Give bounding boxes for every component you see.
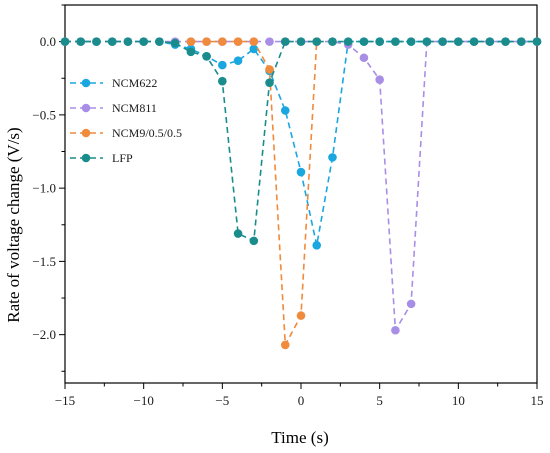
data-point-lfp xyxy=(76,37,86,46)
data-point-ncm811 xyxy=(359,53,369,63)
data-point-lfp xyxy=(516,37,526,46)
legend-label-ncm622: NCM622 xyxy=(112,76,157,90)
data-point-ncm9-0-5-0-5 xyxy=(249,37,259,46)
x-tick-label: −15 xyxy=(55,393,75,408)
data-point-lfp xyxy=(532,37,542,46)
data-point-lfp xyxy=(469,37,479,46)
x-tick-label: 15 xyxy=(531,393,544,408)
series-line-ncm622 xyxy=(65,40,537,246)
x-tick-label: 10 xyxy=(452,393,465,408)
data-point-lfp xyxy=(375,37,384,46)
data-point-lfp xyxy=(280,37,290,46)
y-axis: 0.0 −0.5 −1.0 −1.5 −2.0 xyxy=(32,4,65,372)
data-point-lfp xyxy=(485,37,495,46)
data-point-ncm622 xyxy=(280,106,290,115)
data-point-ncm9-0-5-0-5 xyxy=(296,311,306,320)
data-point-ncm811 xyxy=(375,75,384,85)
data-point-lfp xyxy=(107,37,117,46)
data-point-lfp xyxy=(501,37,510,46)
data-point-ncm622 xyxy=(296,167,306,177)
y-tick-label: −0.5 xyxy=(32,107,56,122)
legend-marker-ncm622 xyxy=(81,78,91,88)
data-point-lfp xyxy=(406,37,416,46)
data-point-ncm9-0-5-0-5 xyxy=(280,340,290,350)
y-tick-label: −1.0 xyxy=(32,181,56,196)
data-point-ncm811 xyxy=(265,37,274,46)
data-point-ncm622 xyxy=(312,240,322,250)
legend-marker-lfp xyxy=(81,153,91,163)
legend-label-ncm9-0-5-0-5: NCM9/0.5/0.5 xyxy=(112,126,182,140)
plot-border xyxy=(64,4,538,384)
data-point-lfp xyxy=(391,37,400,46)
data-point-ncm622 xyxy=(218,60,227,70)
legend-label-lfp: LFP xyxy=(112,151,133,165)
data-point-ncm622 xyxy=(233,56,243,65)
data-point-lfp xyxy=(60,37,70,46)
data-point-lfp xyxy=(265,78,274,87)
y-axis-title: Rate of voltage change (V/s) xyxy=(4,127,23,322)
data-point-ncm9-0-5-0-5 xyxy=(218,37,227,46)
y-tick-label: 0.0 xyxy=(40,34,56,49)
data-point-lfp xyxy=(454,37,463,46)
legend-marker-ncm811 xyxy=(81,103,91,113)
x-tick-label: −10 xyxy=(133,393,153,408)
data-point-lfp xyxy=(186,47,196,57)
y-tick-label: −1.5 xyxy=(32,254,56,269)
x-tick-label: −5 xyxy=(215,393,229,408)
data-point-lfp xyxy=(296,37,306,46)
series-layer xyxy=(60,37,542,350)
data-point-ncm622 xyxy=(328,153,337,162)
legend: NCM622 NCM811 NCM9/0.5/0.5 LFP xyxy=(70,76,182,165)
data-point-ncm9-0-5-0-5 xyxy=(186,37,196,46)
legend-marker-ncm9-0-5-0-5 xyxy=(81,128,91,138)
data-point-lfp xyxy=(170,38,180,48)
plot-frame xyxy=(64,4,538,384)
data-point-ncm622 xyxy=(249,44,259,54)
data-point-ncm9-0-5-0-5 xyxy=(233,37,243,46)
data-point-lfp xyxy=(438,37,447,46)
series-line-lfp xyxy=(65,40,537,243)
x-tick-label: 0 xyxy=(298,393,305,408)
data-point-ncm811 xyxy=(391,325,400,335)
x-axis: −15 −10 −5 0 5 10 15 xyxy=(55,383,544,408)
data-point-lfp xyxy=(312,37,322,46)
data-point-ncm811 xyxy=(406,299,416,309)
data-point-ncm9-0-5-0-5 xyxy=(265,65,274,74)
data-point-lfp xyxy=(155,37,164,46)
data-point-lfp xyxy=(92,37,101,46)
x-tick-label: 5 xyxy=(376,393,383,408)
data-point-lfp xyxy=(139,37,148,46)
series-line-ncm9-0-5-0-5 xyxy=(190,40,318,348)
y-tick-label: −2.0 xyxy=(32,327,56,342)
data-point-lfp xyxy=(218,76,227,86)
data-point-lfp xyxy=(123,37,133,46)
x-axis-title: Time (s) xyxy=(271,428,328,447)
data-point-lfp xyxy=(249,236,259,246)
data-point-ncm9-0-5-0-5 xyxy=(202,37,211,46)
data-point-lfp xyxy=(359,37,369,46)
legend-label-ncm811: NCM811 xyxy=(112,101,157,115)
data-point-lfp xyxy=(343,37,353,46)
data-point-lfp xyxy=(328,37,337,46)
data-point-lfp xyxy=(233,229,243,238)
data-point-lfp xyxy=(202,51,211,61)
data-point-lfp xyxy=(422,37,432,46)
